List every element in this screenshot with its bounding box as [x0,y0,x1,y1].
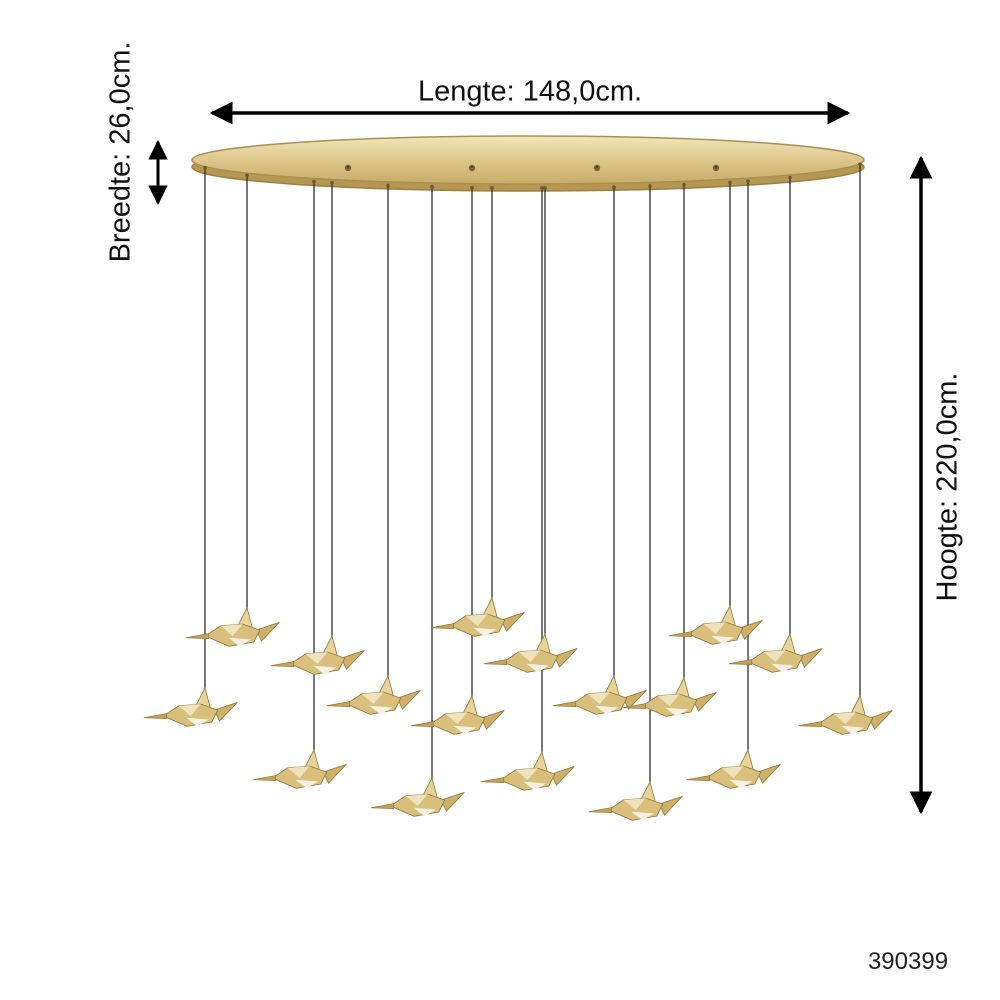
bird-pendant [370,776,465,817]
bird-pendant [326,674,421,715]
bird-pendants [143,596,893,821]
bird-pendant [686,748,781,789]
bird-pendant [588,780,683,821]
pendant-cables [203,162,862,784]
bird-pendant [480,750,575,791]
bird-pendant [552,674,647,715]
length-dimension-label: Lengte: 148,0cm. [417,75,643,108]
bird-pendant [270,634,365,675]
product-code: 390399 [867,948,949,975]
width-dimension-label: Breedte: 26,0cm. [104,41,137,263]
bird-pendant [728,632,823,673]
bird-pendant [668,604,763,645]
bird-pendant [483,632,578,673]
height-dimension-label: Hoogte: 220,0cm. [931,372,964,602]
bird-pendant [185,606,280,647]
bird-pendant [143,686,238,727]
bird-pendant [622,676,717,717]
bird-pendant [798,694,893,735]
dimension-arrows [148,101,933,815]
bird-pendant [430,596,525,637]
bird-pendant [252,748,347,789]
canopy-plate [191,135,865,192]
bird-pendant [410,694,505,735]
